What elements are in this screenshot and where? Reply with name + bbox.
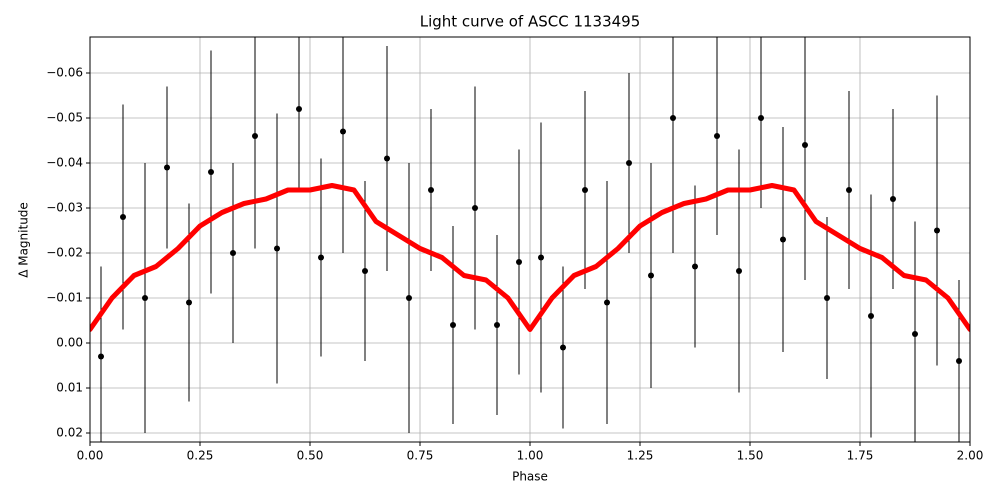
data-point [98,353,104,360]
data-point [648,272,654,279]
data-point [538,254,544,261]
data-point [384,155,390,162]
data-point [824,295,830,301]
data-point [494,322,500,328]
x-tick-label: 1.75 [847,449,874,463]
data-point [846,187,852,193]
data-point [142,295,148,301]
data-point [186,299,192,306]
data-point [252,133,258,139]
x-tick-label: 1.50 [737,449,764,463]
data-point [340,128,346,135]
grid [89,37,971,442]
data-point [450,322,456,328]
data-point [362,268,368,274]
x-tick-label: 2.00 [957,449,984,463]
data-point [802,142,808,148]
data-point [626,160,632,166]
data-point [912,331,918,337]
data-point [230,250,236,256]
model-curve [90,183,970,332]
x-tick-label: 0.25 [187,449,214,463]
y-tick-label: −0.06 [46,66,83,80]
data-point [890,196,896,202]
data-point [560,344,566,351]
data-point [934,227,940,234]
plot-area [90,37,970,442]
y-tick-label: −0.01 [46,291,83,305]
data-point [582,187,588,193]
y-tick-label: −0.04 [46,156,83,170]
x-tick-label: 0.00 [77,449,104,463]
data-point [604,299,610,306]
data-point [736,268,742,274]
data-point [516,259,522,265]
y-tick-label: −0.02 [46,246,83,260]
x-tick-label: 0.50 [297,449,324,463]
y-tick-label: −0.05 [46,111,83,125]
chart-title: Light curve of ASCC 1133495 [420,13,641,31]
data-point [714,133,720,139]
data-point [406,295,412,301]
x-tick-label: 1.00 [517,449,544,463]
data-point [208,169,214,175]
data-point [120,214,126,220]
data-point [692,263,698,270]
data-point [758,115,764,121]
y-tick-label: −0.03 [46,201,83,215]
data-point [318,254,324,261]
y-tick-label: 0.02 [56,426,83,440]
data-point [164,164,170,171]
data-point [296,106,302,112]
x-tick-label: 0.75 [407,449,434,463]
y-tick-label: 0.00 [56,336,83,350]
x-axis-label: Phase [512,470,548,484]
data-point [428,187,434,193]
y-tick-label: 0.01 [56,381,83,395]
data-point [780,236,786,243]
data-point [670,115,676,121]
y-axis-label: Δ Magnitude [17,202,31,278]
data-point [274,245,280,252]
x-tick-label: 1.25 [627,449,654,463]
data-point [868,313,874,319]
data-point [956,358,962,364]
data-point [472,205,478,211]
